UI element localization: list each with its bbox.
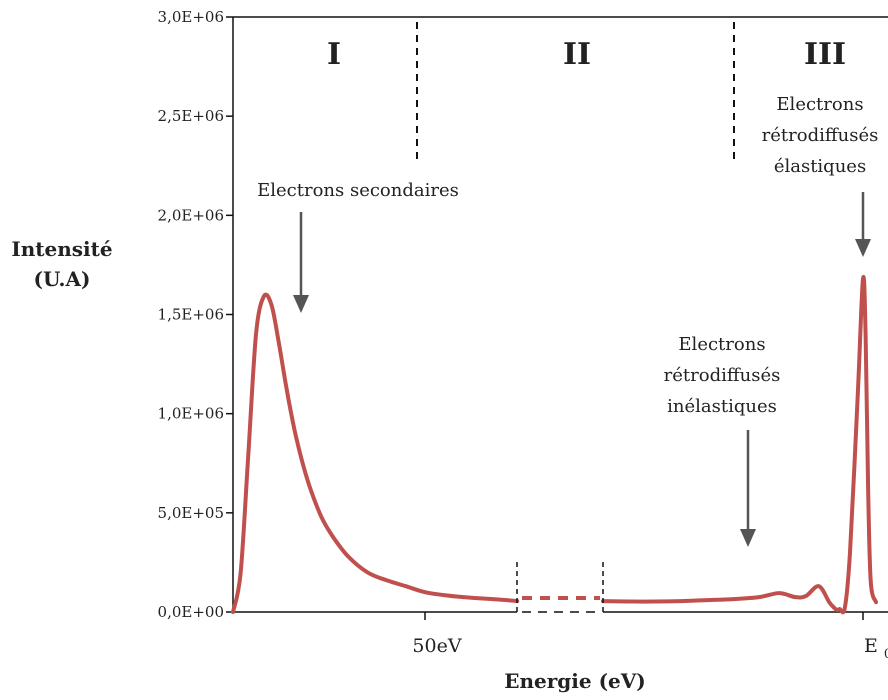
region-label-i: I bbox=[327, 37, 341, 72]
x-tick-label-e0-main: E bbox=[864, 635, 878, 657]
y-axis-title-line-1: Intensité bbox=[11, 237, 112, 261]
y-tick-label-0: 0,0E+00 bbox=[158, 603, 224, 621]
annotation-elastic-line-2: rétrodiffusés bbox=[762, 125, 879, 146]
arrows bbox=[293, 192, 871, 547]
x-tick-label-50: 50eV bbox=[412, 635, 461, 657]
x-ticks: 50eV E 0 bbox=[412, 612, 888, 662]
annotation-elastic-line-3: élastiques bbox=[774, 156, 866, 177]
y-tick-label-4: 2,0E+06 bbox=[158, 206, 224, 224]
annotation-secondary: Electrons secondaires bbox=[257, 180, 459, 201]
y-tick-label-6: 3,0E+06 bbox=[158, 8, 224, 26]
y-tick-label-3: 1,5E+06 bbox=[158, 306, 224, 324]
data-series bbox=[231, 274, 878, 615]
arrow-elastic-head bbox=[855, 239, 871, 257]
region-label-iii: III bbox=[804, 37, 846, 72]
region-label-ii: II bbox=[563, 37, 591, 72]
annotation-inelastic-line-2: rétrodiffusés bbox=[664, 365, 781, 386]
y-axis-title-line-2: (U.A) bbox=[33, 267, 90, 291]
series-line-low-energy bbox=[231, 292, 520, 614]
y-tick-label-2: 1,0E+06 bbox=[158, 405, 224, 423]
arrow-inelastic-head bbox=[740, 529, 756, 547]
annotation-inelastic-line-1: Electrons bbox=[678, 334, 765, 355]
axis-break bbox=[516, 562, 604, 620]
arrow-secondary-head bbox=[293, 295, 309, 313]
y-tick-label-5: 2,5E+06 bbox=[158, 107, 224, 125]
annotation-inelastic: Electrons rétrodiffusés inélastiques bbox=[664, 334, 781, 417]
series-line-high-energy bbox=[601, 274, 878, 615]
region-dividers bbox=[416, 22, 735, 162]
x-tick-label-e0-sub: 0 bbox=[884, 647, 888, 662]
x-tick-label-e0: E 0 bbox=[864, 635, 888, 662]
annotation-inelastic-line-3: inélastiques bbox=[667, 396, 777, 417]
y-tick-label-1: 5,0E+05 bbox=[158, 504, 224, 522]
annotation-elastic: Electrons rétrodiffusés élastiques bbox=[762, 94, 879, 177]
y-ticks: 0,0E+00 5,0E+05 1,0E+06 1,5E+06 2,0E+06 2,5E+… bbox=[158, 8, 233, 621]
annotation-elastic-line-1: Electrons bbox=[776, 94, 863, 115]
x-axis-title: Energie (eV) bbox=[504, 669, 645, 693]
